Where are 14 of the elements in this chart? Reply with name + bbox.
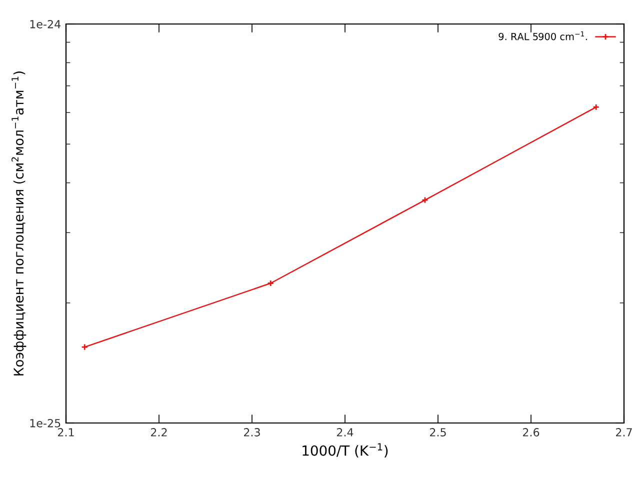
y-axis-title: Коэффициент поглощения (см$^{2}$мол$^{−1}$атм$^{−1}$) (12, 72, 26, 376)
point (267, 280, 274, 287)
y-tick-label: 1e-25 (30, 418, 60, 428)
x-tick-label: 2.1 (58, 428, 74, 436)
x-axis-title: 1000/T (K$^{−1}$) (302, 443, 388, 458)
x-tick-label: 2.6 (522, 428, 540, 436)
y-tick-label: 1e-24 (30, 20, 61, 28)
x-tick-label: 2.2 (150, 428, 167, 436)
x-tick-label: 2.3 (244, 428, 260, 436)
point (422, 196, 428, 204)
legend-label: 9. RAL 5900 cm$^{−1}$. (498, 31, 587, 40)
x-tick-label: 2.5 (430, 428, 446, 436)
x-tick-label: 2.4 (336, 428, 354, 436)
x-tick-label: 2.7 (616, 428, 632, 436)
